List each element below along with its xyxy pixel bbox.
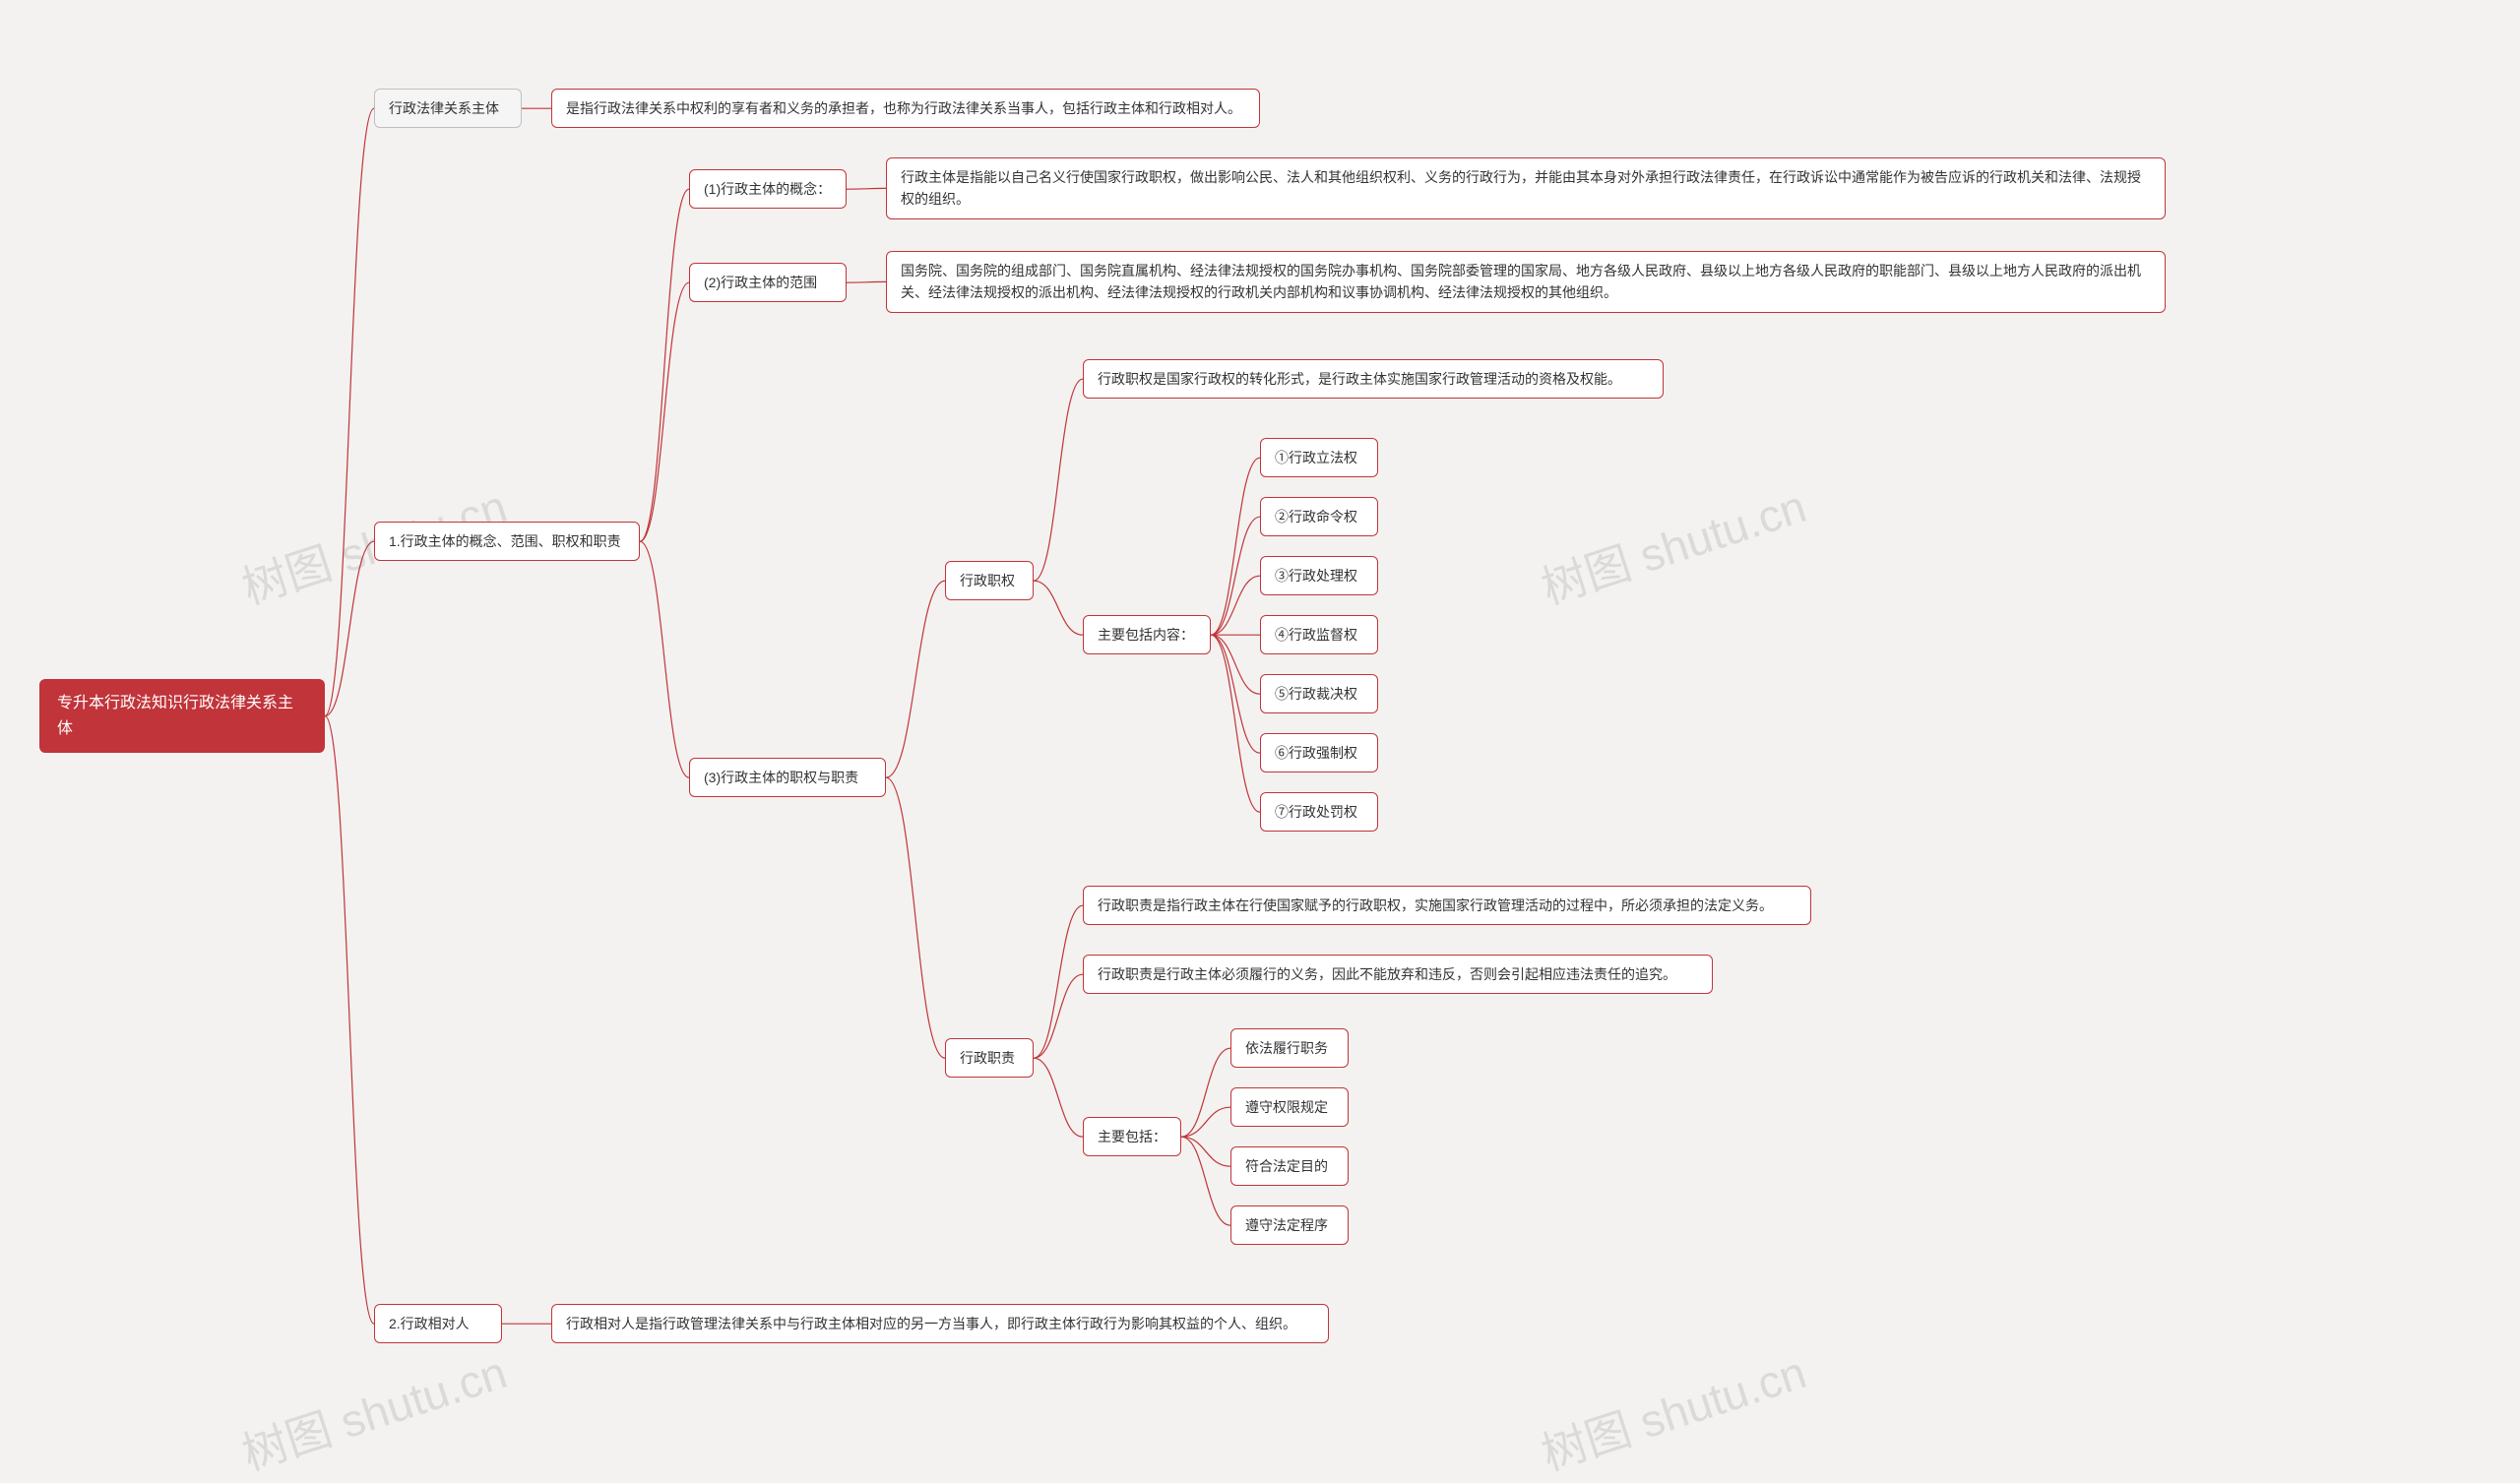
mindmap-node[interactable]: 遵守法定程序 bbox=[1230, 1205, 1349, 1245]
mindmap-node[interactable]: ⑥行政强制权 bbox=[1260, 733, 1378, 772]
mindmap-node[interactable]: 是指行政法律关系中权利的享有者和义务的承担者，也称为行政法律关系当事人，包括行政… bbox=[551, 89, 1260, 128]
mindmap-node[interactable]: 行政职权 bbox=[945, 561, 1034, 600]
mindmap-node[interactable]: 行政职责 bbox=[945, 1038, 1034, 1078]
mindmap-node[interactable]: 符合法定目的 bbox=[1230, 1146, 1349, 1186]
mindmap-node[interactable]: (3)行政主体的职权与职责 bbox=[689, 758, 886, 797]
watermark: 树图 shutu.cn bbox=[233, 1337, 514, 1483]
mindmap-node[interactable]: 2.行政相对人 bbox=[374, 1304, 502, 1343]
mindmap-node[interactable]: 主要包括内容： bbox=[1083, 615, 1211, 654]
mindmap-node[interactable]: 国务院、国务院的组成部门、国务院直属机构、经法律法规授权的国务院办事机构、国务院… bbox=[886, 251, 2166, 313]
mindmap-node[interactable]: 遵守权限规定 bbox=[1230, 1087, 1349, 1127]
root-node[interactable]: 专升本行政法知识行政法律关系主体 bbox=[39, 679, 325, 753]
mindmap-node[interactable]: 行政相对人是指行政管理法律关系中与行政主体相对应的另一方当事人，即行政主体行政行… bbox=[551, 1304, 1329, 1343]
mindmap-node[interactable]: 行政职责是行政主体必须履行的义务，因此不能放弃和违反，否则会引起相应违法责任的追… bbox=[1083, 955, 1713, 994]
mindmap-node[interactable]: (2)行政主体的范围 bbox=[689, 263, 847, 302]
mindmap-node[interactable]: ⑦行政处罚权 bbox=[1260, 792, 1378, 832]
mindmap-node[interactable]: 行政职权是国家行政权的转化形式，是行政主体实施国家行政管理活动的资格及权能。 bbox=[1083, 359, 1664, 399]
mindmap-node[interactable]: ③行政处理权 bbox=[1260, 556, 1378, 595]
mindmap-node[interactable]: 主要包括： bbox=[1083, 1117, 1181, 1156]
mindmap-node[interactable]: ④行政监督权 bbox=[1260, 615, 1378, 654]
mindmap-node[interactable]: 行政法律关系主体 bbox=[374, 89, 522, 128]
mindmap-canvas: 专升本行政法知识行政法律关系主体 树图 shutu.cn 树图 shutu.cn… bbox=[0, 0, 2520, 1475]
watermark: 树图 shutu.cn bbox=[1533, 471, 1813, 618]
mindmap-node[interactable]: ①行政立法权 bbox=[1260, 438, 1378, 477]
mindmap-node[interactable]: 1.行政主体的概念、范围、职权和职责 bbox=[374, 522, 640, 561]
mindmap-node[interactable]: 依法履行职务 bbox=[1230, 1028, 1349, 1068]
mindmap-node[interactable]: ⑤行政裁决权 bbox=[1260, 674, 1378, 713]
mindmap-node[interactable]: 行政职责是指行政主体在行使国家赋予的行政职权，实施国家行政管理活动的过程中，所必… bbox=[1083, 886, 1811, 925]
mindmap-node[interactable]: (1)行政主体的概念： bbox=[689, 169, 847, 209]
watermark: 树图 shutu.cn bbox=[1533, 1337, 1813, 1483]
mindmap-node[interactable]: ②行政命令权 bbox=[1260, 497, 1378, 536]
mindmap-node[interactable]: 行政主体是指能以自己名义行使国家行政职权，做出影响公民、法人和其他组织权利、义务… bbox=[886, 157, 2166, 219]
